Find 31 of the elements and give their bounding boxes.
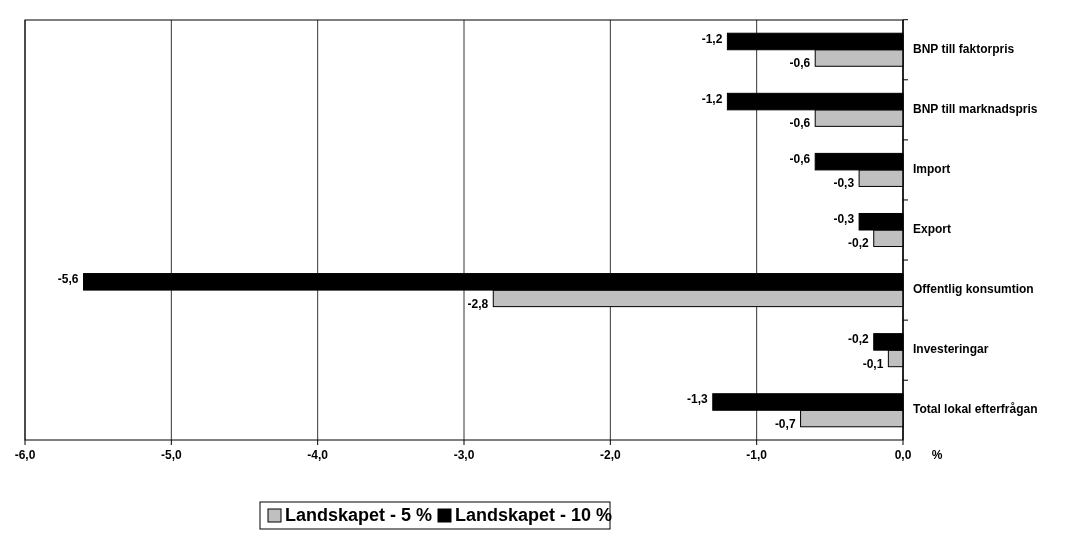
y-tick-label: Total lokal efterfrågan: [913, 402, 1038, 417]
y-tick-label: Offentlig konsumtion: [913, 282, 1034, 297]
x-tick-label: -1,0: [746, 448, 768, 462]
data-label: -0,7: [774, 416, 796, 431]
data-label: -0,6: [789, 151, 811, 166]
data-label: -0,6: [789, 116, 811, 131]
data-label: -2,8: [467, 296, 489, 311]
x-axis-title: %: [931, 448, 943, 462]
data-label: -0,1: [862, 356, 884, 371]
x-tick-label: -3,0: [453, 448, 475, 462]
x-tick-label: -2,0: [599, 448, 621, 462]
legend-label: Landskapet - 5 %: [285, 504, 433, 525]
data-label: -0,2: [848, 332, 870, 347]
y-tick-label: Investeringar: [913, 342, 989, 357]
data-label: -0,3: [833, 211, 855, 226]
data-label: -1,3: [687, 392, 709, 407]
legend-label: Landskapet - 10 %: [455, 504, 613, 525]
data-label: -0,3: [833, 176, 855, 191]
y-tick-label: BNP till faktorpris: [913, 41, 1015, 56]
data-label: -0,2: [848, 236, 870, 251]
y-tick-label: BNP till marknadspris: [913, 102, 1038, 116]
x-tick-label: 0,0: [894, 448, 912, 462]
data-label: -1,2: [701, 31, 723, 46]
y-tick-label: Import: [913, 162, 951, 177]
x-tick-label: -6,0: [14, 448, 36, 462]
x-tick-label: -5,0: [160, 448, 182, 462]
x-tick-label: -4,0: [307, 448, 329, 462]
y-tick-label: Export: [913, 222, 952, 237]
data-label: -5,6: [57, 272, 79, 286]
data-label: -0,6: [789, 56, 811, 71]
data-label: -1,2: [701, 91, 723, 106]
